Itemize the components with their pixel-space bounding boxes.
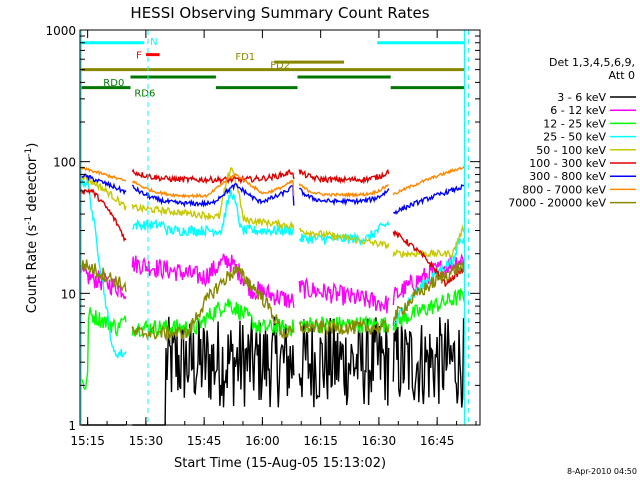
legend-header-line1: Det 1,3,4,5,6,9, bbox=[549, 56, 635, 69]
legend-label-2: 12 - 25 keV bbox=[543, 117, 606, 130]
legend-header-line2: Att 0 bbox=[609, 69, 635, 82]
y-axis-label-sup1: -1 bbox=[24, 216, 34, 225]
x-tick-label: 16:45 bbox=[420, 434, 455, 448]
legend-label-0: 3 - 6 keV bbox=[557, 91, 606, 104]
flag-label-fd2: FD2 bbox=[270, 61, 290, 72]
series-line-2 bbox=[81, 287, 466, 391]
flag-label-rd0: RD0 bbox=[103, 78, 124, 89]
y-axis-label-main: Count Rate (s bbox=[25, 225, 40, 314]
flag-label-rd6: RD6 bbox=[134, 89, 155, 100]
x-tick-label: 15:30 bbox=[129, 434, 164, 448]
x-tick-label: 15:15 bbox=[70, 434, 105, 448]
chart-title: HESSI Observing Summary Count Rates bbox=[130, 4, 429, 22]
y-axis-label-sup2: -1 bbox=[24, 148, 34, 157]
y-tick-label: 100 bbox=[53, 156, 76, 170]
series-line-6 bbox=[80, 173, 465, 215]
observing-flags: NF FD1 FD2 RD0 RD6 bbox=[81, 37, 465, 100]
y-axis-label-end: ) bbox=[25, 143, 40, 148]
series-line-7 bbox=[80, 165, 466, 199]
legend-label-1: 6 - 12 keV bbox=[550, 104, 606, 117]
legend-label-4: 50 - 100 keV bbox=[536, 144, 606, 157]
series-line-4 bbox=[80, 167, 466, 259]
y-axis-label: Count Rate (s-1 detector-1) bbox=[24, 143, 40, 314]
plot-frame bbox=[79, 29, 481, 426]
y-tick-label: 10 bbox=[61, 287, 76, 301]
footer-date: 8-Apr-2010 04:50 bbox=[567, 467, 637, 476]
legend-label-7: 800 - 7000 keV bbox=[522, 183, 606, 196]
series-lines bbox=[80, 165, 466, 426]
x-tick-label: 16:00 bbox=[245, 434, 280, 448]
x-axis-label: Start Time (15-Aug-05 15:13:02) bbox=[174, 456, 386, 471]
y-tick-label: 1000 bbox=[45, 24, 76, 38]
y-axis-label-mid: detector bbox=[25, 156, 40, 216]
x-tick-label: 16:15 bbox=[303, 434, 338, 448]
flag-label-f: F bbox=[136, 51, 142, 62]
flag-label-n: N bbox=[150, 37, 157, 48]
legend-label-3: 25 - 50 keV bbox=[543, 131, 606, 144]
orbit-lines bbox=[80, 30, 469, 425]
legend-label-5: 100 - 300 keV bbox=[529, 157, 606, 170]
series-line-3 bbox=[80, 177, 466, 359]
axes: 15:15 15:30 15:45 16:00 16:15 16:30 16:45 1 10 10… bbox=[45, 24, 480, 448]
series-line-8 bbox=[80, 258, 466, 342]
y-tick-label: 1 bbox=[68, 419, 76, 433]
x-tick-label: 15:45 bbox=[187, 434, 222, 448]
x-tick-label: 16:30 bbox=[362, 434, 397, 448]
legend-label-6: 300 - 800 keV bbox=[529, 170, 606, 183]
flag-label-fd1: FD1 bbox=[235, 52, 255, 63]
series-line-5 bbox=[80, 168, 465, 287]
legend-label-8: 7000 - 20000 keV bbox=[508, 197, 606, 210]
